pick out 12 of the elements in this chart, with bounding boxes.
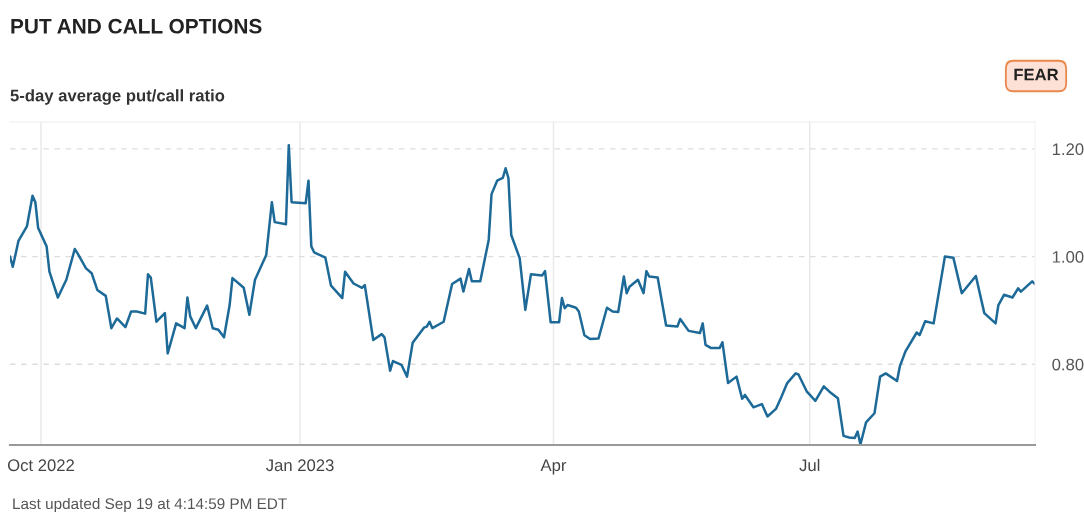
y-tick-label: 0.80 xyxy=(1052,358,1084,371)
text: FEAR xyxy=(1014,68,1059,81)
x-tick-label: Jul xyxy=(799,458,820,472)
x-tick-label: Oct 2022 xyxy=(7,459,74,472)
x-tick-label: Apr xyxy=(540,459,567,475)
chart-title: PUT AND CALL OPTIONS xyxy=(11,18,262,34)
x-tick-label: Jan 2023 xyxy=(266,459,334,472)
text: Last updated Sep 19 at 4:14:59 PM EDT xyxy=(13,497,287,513)
chart-subtitle: 5-day average put/call ratio xyxy=(10,89,225,105)
y-tick-label: 1.00 xyxy=(1052,250,1084,263)
line-series xyxy=(10,143,1035,445)
y-tick-label: 1.20 xyxy=(1052,143,1084,156)
